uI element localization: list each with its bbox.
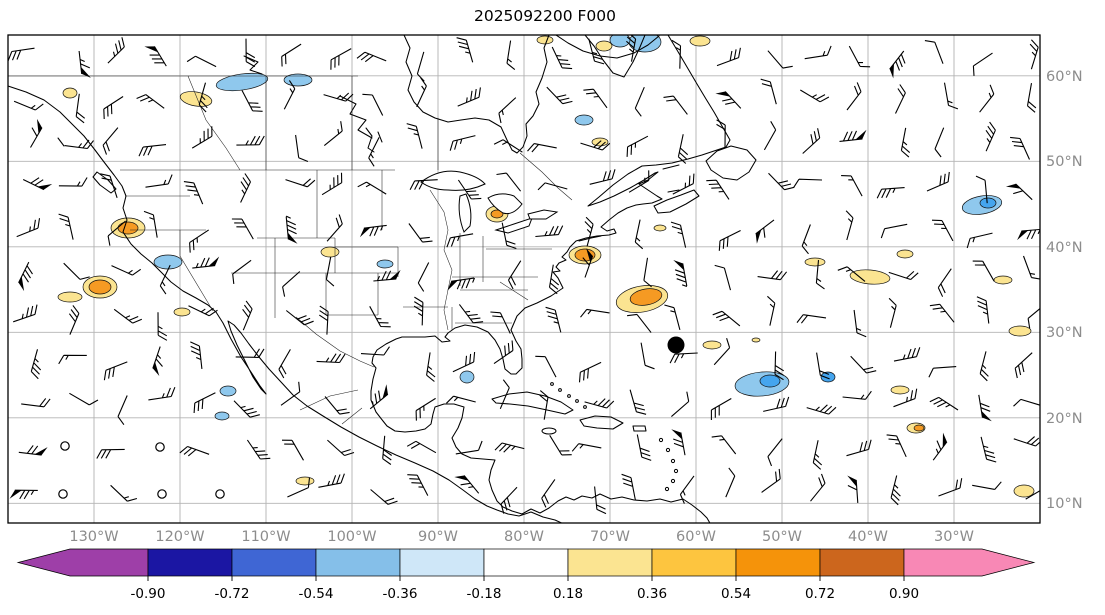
atlantic-coastline (370, 35, 731, 523)
colorbar-tick: -0.36 (383, 586, 418, 602)
lon-tick: 90°W (418, 529, 458, 545)
newfoundland (705, 145, 757, 181)
colorbar-tick: -0.54 (299, 586, 334, 602)
lat-tick: 60°N (1046, 69, 1083, 85)
lat-tick: 20°N (1046, 411, 1083, 427)
colorbar-tick: -0.18 (467, 586, 502, 602)
wind-barbs (8, 35, 1040, 515)
colorbar-segment (735, 548, 821, 577)
calm-wind-circles (58, 441, 225, 499)
haida-gwaii (57, 137, 65, 147)
colorbar-segment (315, 548, 401, 577)
storm-location-dot (667, 336, 685, 354)
lon-tick: 60°W (676, 529, 716, 545)
lon-tick: 130°W (69, 529, 118, 545)
colorbar-tick: 0.18 (553, 586, 583, 602)
colorbar-tick: 0.90 (889, 586, 919, 602)
colorbar-tick: 0.72 (805, 586, 835, 602)
lat-tick: 50°N (1046, 154, 1083, 170)
ungava-bay-coastline (584, 35, 646, 78)
colorbar-segment (231, 548, 317, 577)
colorbar: -0.90 -0.72 -0.54 -0.36 -0.18 0.18 0.36 … (16, 548, 1036, 602)
colorbar-tick: -0.72 (215, 586, 250, 602)
lake-ontario (527, 209, 559, 220)
lake-huron (487, 193, 523, 215)
lake-michigan (458, 193, 472, 233)
shaded-regions (57, 35, 1035, 498)
colorbar-segment (567, 548, 653, 577)
lesser-antilles (658, 437, 679, 492)
lat-tick: 40°N (1046, 240, 1083, 256)
puerto-rico (632, 425, 647, 432)
jamaica (541, 427, 557, 435)
prince-edward-island (667, 189, 680, 193)
lon-tick: 120°W (155, 529, 204, 545)
lake-erie (494, 217, 533, 234)
colorbar-segment (819, 548, 905, 577)
plot-title: 2025092200 F000 (474, 7, 616, 25)
grid-lines (8, 35, 1040, 523)
bahamas (550, 382, 587, 409)
state-borders (8, 75, 573, 425)
colorbar-tick-marks (147, 576, 905, 581)
colorbar-tick: 0.36 (637, 586, 667, 602)
anticosti-island (662, 164, 680, 170)
colorbar-over-arrow (903, 548, 1036, 577)
lat-tick: 30°N (1046, 325, 1083, 341)
colorbar-segment (651, 548, 737, 577)
lon-tick: 30°W (934, 529, 974, 545)
cuba (491, 391, 574, 415)
lat-axis-labels: 60°N 50°N 40°N 30°N 20°N 10°N (1046, 69, 1083, 512)
lat-tick: 10°N (1046, 496, 1083, 512)
lake-superior (420, 170, 486, 191)
hispaniola (579, 415, 624, 430)
colorbar-segment (483, 548, 569, 577)
lon-tick: 40°W (848, 529, 888, 545)
lon-tick: 110°W (241, 529, 290, 545)
colorbar-segment (399, 548, 485, 577)
hudson-bay-coastline (403, 35, 550, 154)
lon-tick: 80°W (504, 529, 544, 545)
great-lakes (420, 170, 559, 234)
colorbar-tick-labels: -0.90 -0.72 -0.54 -0.36 -0.18 0.18 0.36 … (131, 586, 920, 602)
lon-axis-labels: 130°W 120°W 110°W 100°W 90°W 80°W 70°W 6… (69, 529, 974, 545)
nova-scotia (653, 189, 700, 214)
lon-tick: 70°W (590, 529, 630, 545)
colorbar-segment (147, 548, 233, 577)
northern-lakes (243, 55, 383, 153)
lon-tick: 50°W (762, 529, 802, 545)
colorbar-tick: -0.90 (131, 586, 166, 602)
hudson-strait-coastline (555, 35, 660, 59)
colorbar-tick: 0.54 (721, 586, 751, 602)
lon-tick: 100°W (327, 529, 376, 545)
map-border (7, 34, 1041, 524)
colorbar-under-arrow (16, 548, 149, 577)
long-island (578, 235, 602, 242)
